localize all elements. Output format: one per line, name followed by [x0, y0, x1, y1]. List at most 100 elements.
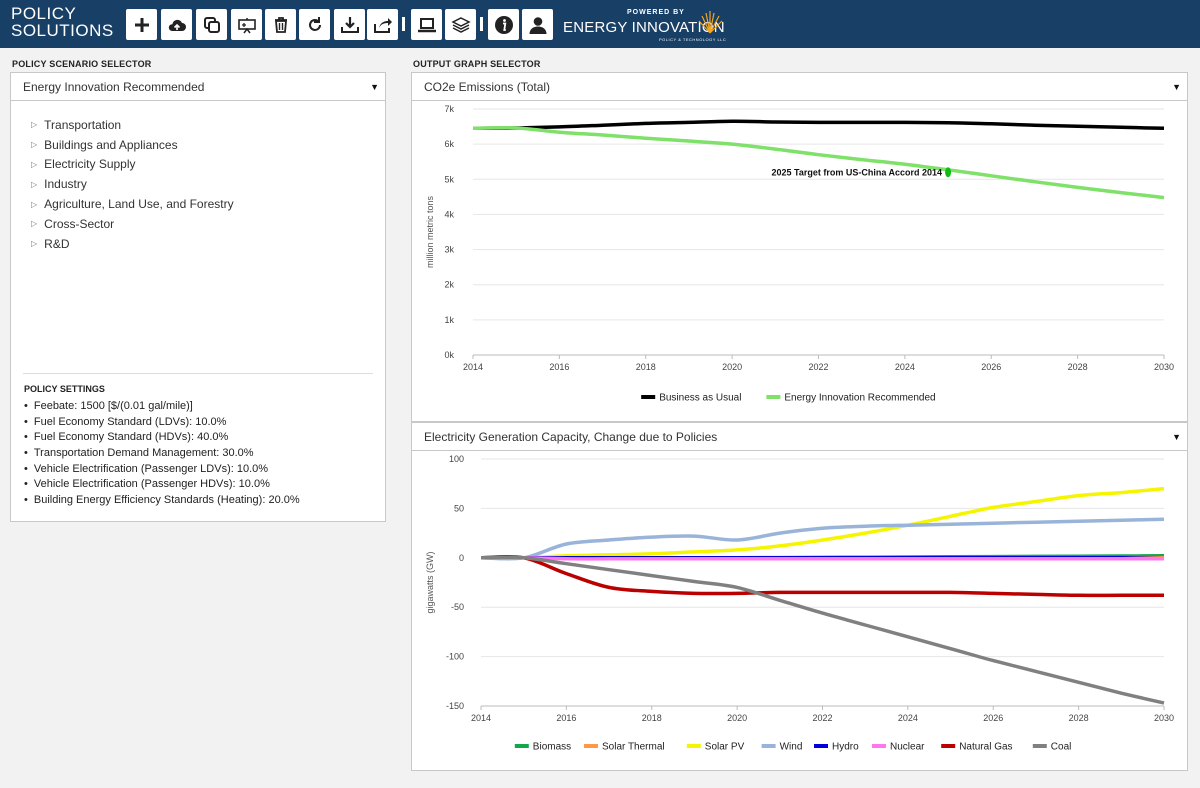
y-axis-label: gigawatts (GW) [425, 551, 435, 613]
capacity-chart: -150 -100 -50 0 50 100 2014 2016 2018 2020 2022 202… [425, 454, 1174, 753]
y-tick-label: 2k [444, 280, 454, 290]
toolbar-separator [402, 17, 405, 31]
x-tick-label: 2014 [471, 713, 491, 723]
info-icon [494, 15, 513, 34]
graph1-value: CO2e Emissions (Total) [424, 79, 551, 94]
download-button[interactable] [334, 9, 365, 40]
legend-label: Energy Innovation Recommended [784, 393, 935, 404]
legend-label: Wind [780, 742, 803, 753]
reset-button[interactable] [299, 9, 330, 40]
trash-icon [274, 16, 287, 33]
x-tick-label: 2026 [981, 362, 1001, 372]
tree-item[interactable]: ▷ R&D [31, 234, 234, 254]
y-tick-label: -150 [446, 701, 464, 711]
tree-item-label: Transportation [44, 117, 122, 132]
tree-item[interactable]: ▷ Buildings and Appliances [31, 135, 234, 155]
policy-tree: ▷ Transportation ▷ Buildings and Appliances… [31, 115, 234, 254]
tree-item[interactable]: ▷ Agriculture, Land Use, and Forestry [31, 194, 234, 214]
cloud-icon [168, 19, 186, 31]
x-tick-label: 2028 [1068, 362, 1088, 372]
target-marker [945, 167, 952, 178]
copy-icon [203, 16, 220, 33]
expand-icon[interactable]: ▷ [31, 159, 38, 169]
app-logo[interactable]: POLICY SOLUTIONS [11, 5, 114, 39]
x-tick-label: 2024 [895, 362, 915, 372]
y-tick-label: 5k [444, 174, 454, 184]
legend-label: Solar PV [705, 742, 745, 753]
x-tick-label: 2026 [983, 713, 1003, 723]
share-icon [373, 17, 392, 33]
presentation-button[interactable] [231, 9, 262, 40]
layers-icon [450, 16, 471, 33]
policy-setting-item: Fuel Economy Standard (LDVs): 10.0% [24, 416, 300, 432]
legend-label: Nuclear [890, 742, 925, 753]
y-tick-label: 6k [444, 139, 454, 149]
toolbar-separator [480, 17, 483, 31]
expand-icon[interactable]: ▷ [31, 219, 38, 229]
policy-panel: ▷ Transportation ▷ Buildings and Appliances… [10, 101, 386, 522]
legend-label: Hydro [832, 742, 859, 753]
policy-settings-list: Feebate: 1500 [$/(0.01 gal/mile)]Fuel Ec… [24, 400, 300, 510]
x-tick-label: 2014 [463, 362, 483, 372]
user-button[interactable] [522, 9, 553, 40]
add-icon [134, 17, 149, 32]
graph2-value: Electricity Generation Capacity, Change … [424, 429, 718, 444]
presentation-icon [237, 17, 256, 33]
tree-item-label: Industry [44, 177, 87, 192]
tree-item[interactable]: ▷ Cross-Sector [31, 214, 234, 234]
capacity-chart-panel: -150 -100 -50 0 50 100 2014 2016 2018 2020 2022 202… [411, 451, 1188, 771]
policy-setting-item: Feebate: 1500 [$/(0.01 gal/mile)] [24, 400, 300, 416]
series-line-natural-gas [480, 554, 1164, 598]
y-tick-label: 50 [454, 503, 464, 513]
layers-button[interactable] [445, 9, 476, 40]
x-tick-label: 2020 [722, 362, 742, 372]
y-tick-label: 1k [444, 315, 454, 325]
x-tick-label: 2030 [1154, 713, 1174, 723]
policy-setting-item: Transportation Demand Management: 30.0% [24, 447, 300, 463]
expand-icon[interactable]: ▷ [31, 120, 38, 130]
tree-item[interactable]: ▷ Transportation [31, 115, 234, 135]
share-button[interactable] [367, 9, 398, 40]
y-tick-label: 7k [444, 104, 454, 114]
delete-button[interactable] [265, 9, 296, 40]
tree-item[interactable]: ▷ Electricity Supply [31, 155, 234, 175]
graph2-dropdown[interactable]: Electricity Generation Capacity, Change … [411, 422, 1188, 451]
caret-down-icon: ▼ [1172, 431, 1181, 442]
x-tick-label: 2030 [1154, 362, 1174, 372]
expand-icon[interactable]: ▷ [31, 140, 38, 150]
series-line-nuclear [480, 555, 1164, 561]
brand-subtitle: POLICY & TECHNOLOGY LLC [659, 37, 727, 42]
y-tick-label: 4k [444, 209, 454, 219]
tree-item-label: Agriculture, Land Use, and Forestry [44, 197, 234, 212]
series-line-solar-pv [480, 486, 1165, 560]
add-button[interactable] [126, 9, 157, 40]
tree-item[interactable]: ▷ Industry [31, 174, 234, 194]
y-tick-label: 3k [444, 245, 454, 255]
graph1-dropdown[interactable]: CO2e Emissions (Total) ▼ [411, 72, 1188, 101]
tree-item-label: Cross-Sector [44, 216, 115, 231]
info-button[interactable] [488, 9, 519, 40]
expand-icon[interactable]: ▷ [31, 179, 38, 189]
x-tick-label: 2016 [556, 713, 576, 723]
graph-selector-label: OUTPUT GRAPH SELECTOR [413, 59, 541, 69]
policy-setting-item: Vehicle Electrification (Passenger HDVs)… [24, 478, 300, 494]
scenario-dropdown[interactable]: Energy Innovation Recommended ▼ [10, 72, 386, 101]
x-tick-label: 2022 [812, 713, 832, 723]
copy-button[interactable] [196, 9, 227, 40]
series-line-coal [480, 555, 1165, 705]
legend-label: Natural Gas [959, 742, 1012, 753]
refresh-icon [308, 16, 321, 31]
expand-icon[interactable]: ▷ [31, 239, 38, 249]
powered-by-text: POWERED BY [627, 9, 685, 16]
series-line-business-as-usual [472, 119, 1165, 131]
x-tick-label: 2020 [727, 713, 747, 723]
laptop-button[interactable] [411, 9, 442, 40]
legend-label: Coal [1051, 742, 1072, 753]
legend-label: Biomass [533, 742, 571, 753]
x-tick-label: 2028 [1069, 713, 1089, 723]
expand-icon[interactable]: ▷ [31, 199, 38, 209]
divider [23, 373, 373, 374]
scenario-value: Energy Innovation Recommended [23, 79, 205, 94]
top-toolbar: POLICY SOLUTIONS POWERED BY ENERGY INNOV… [0, 0, 1200, 48]
cloud-button[interactable] [161, 9, 192, 40]
